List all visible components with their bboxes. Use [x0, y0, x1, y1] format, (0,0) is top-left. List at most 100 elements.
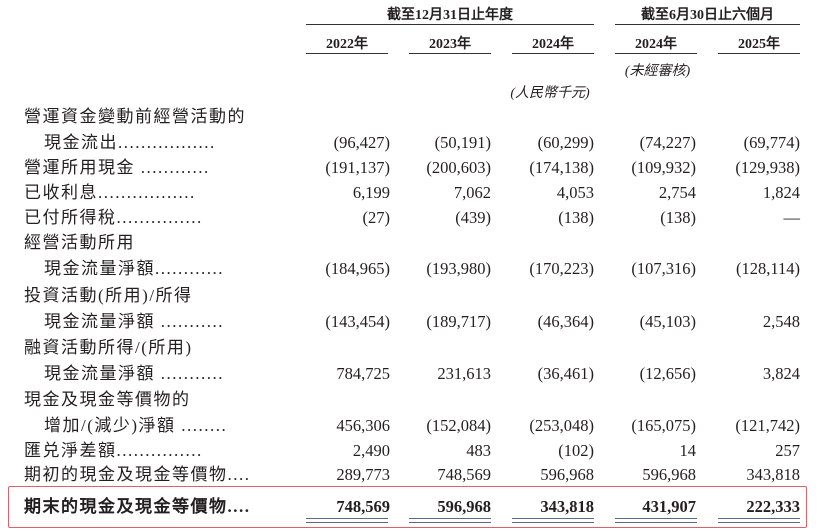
row-label: 現金流量淨額............: [44, 259, 224, 278]
cell-value: 3,824: [762, 364, 800, 383]
column-header-year: 2025年: [738, 37, 780, 52]
cell-value: (191,137): [325, 158, 390, 177]
divider: [512, 53, 594, 54]
cell-value: (12,656): [639, 364, 696, 383]
cell-value: 343,818: [746, 465, 800, 484]
header-fiscal-year-group: 截至12月31日止年度: [387, 8, 513, 23]
table-row: 現金流出................. (96,427) (50,191) (60…: [0, 130, 831, 155]
cell-value: 748,569: [336, 497, 390, 516]
row-label: 經營活動所用: [24, 233, 135, 252]
cell-value: (50,191): [434, 133, 491, 152]
row-label: 融資活動所得/(所用): [24, 338, 193, 357]
cell-value: (184,965): [325, 259, 390, 278]
cell-value: (121,742): [735, 416, 800, 435]
row-label: 投資活動(所用)/所得: [24, 286, 193, 305]
cell-value: 6,199: [352, 183, 390, 202]
row-label: 現金流量淨額 ...........: [44, 312, 224, 331]
cell-value: (27): [362, 208, 391, 227]
column-header-year: 2024年: [532, 37, 574, 52]
table-row: 已付所得稅............... (27) (439) (138) (138) —: [0, 205, 831, 230]
table-row: 現金流量淨額 ........... (143,454) (189,717) (46,…: [0, 309, 831, 334]
cell-value: (102): [558, 441, 594, 460]
cell-value: 257: [775, 441, 800, 460]
cell-value: (152,084): [426, 416, 491, 435]
cell-value: (129,938): [735, 158, 800, 177]
row-label: 增加/(減少)淨額 ........: [44, 416, 228, 435]
row-label: 匯兑淨差額...............: [24, 441, 203, 460]
cell-value: (253,048): [529, 416, 594, 435]
table-row: 現金及現金等價物的: [0, 387, 831, 412]
table-row: 已收利息................. 6,199 7,062 4,053 2,75…: [0, 180, 831, 205]
divider: [718, 53, 800, 54]
row-label: 營運所用現金 ............: [24, 158, 210, 177]
header-six-months-group: 截至6月30日止六個月: [641, 8, 774, 23]
total-row: 期末的現金及現金等價物.... 748,569 596,968 343,818 431,…: [0, 494, 831, 519]
cell-value: (189,717): [426, 312, 491, 331]
row-label: 已收利息.................: [24, 183, 196, 202]
cell-value: (107,316): [631, 259, 696, 278]
cell-value: —: [783, 208, 801, 227]
cell-value: (74,227): [639, 133, 696, 152]
table-row: 匯兑淨差額............... 2,490 483 (102) 14 257: [0, 438, 831, 463]
table-row: 現金流量淨額............ (184,965) (193,980) (170…: [0, 256, 831, 281]
cell-value: 222,333: [746, 497, 800, 516]
cell-value: (143,454): [325, 312, 390, 331]
cell-value: (170,223): [529, 259, 594, 278]
cell-value: (96,427): [333, 133, 390, 152]
row-label: 已付所得稅...............: [24, 208, 203, 227]
divider: [409, 53, 491, 54]
row-label: 營運資金變動前經營活動的: [24, 107, 246, 126]
cell-value: 289,773: [336, 465, 390, 484]
row-label: 期初的現金及現金等價物....: [24, 465, 251, 484]
double-underline: [512, 518, 594, 523]
cell-value: 596,968: [437, 497, 491, 516]
cell-value: (174,138): [529, 158, 594, 177]
cell-value: 343,818: [540, 497, 594, 516]
table-row: 營運所用現金 ............ (191,137) (200,603) (17…: [0, 155, 831, 180]
cell-value: (138): [558, 208, 594, 227]
double-underline: [718, 518, 800, 523]
cell-value: 2,548: [762, 312, 800, 331]
cell-value: (128,114): [735, 259, 800, 278]
cell-value: (60,299): [537, 133, 594, 152]
cell-value: 14: [679, 441, 697, 460]
divider: [306, 24, 594, 25]
row-label: 現金及現金等價物的: [24, 390, 191, 409]
row-label: 現金流量淨額 ...........: [44, 364, 224, 383]
cell-value: (439): [455, 208, 491, 227]
cell-value: 748,569: [437, 465, 491, 484]
cell-value: (46,364): [537, 312, 594, 331]
row-label: 期末的現金及現金等價物....: [24, 497, 251, 516]
cell-value: (36,461): [537, 364, 594, 383]
table-row: 經營活動所用: [0, 230, 831, 255]
table-row: 增加/(減少)淨額 ........ 456,306 (152,084) (253,0…: [0, 413, 831, 438]
cell-value: (69,774): [743, 133, 800, 152]
double-underline: [306, 518, 388, 523]
double-underline: [615, 518, 697, 523]
row-label: 現金流出.................: [44, 133, 216, 152]
cell-value: 4,053: [556, 183, 594, 202]
cell-value: 231,613: [437, 364, 491, 383]
cell-value: (109,932): [631, 158, 696, 177]
table-row: 投資活動(所用)/所得: [0, 283, 831, 308]
cell-value: 2,490: [352, 441, 390, 460]
table-row: 現金流量淨額 ........... 784,725 231,613 (36,461)…: [0, 361, 831, 386]
cell-value: (193,980): [426, 259, 491, 278]
double-underline: [409, 518, 491, 523]
column-header-year: 2024年: [635, 37, 677, 52]
cell-value: (45,103): [639, 312, 696, 331]
unaudited-note: (未經審核): [624, 64, 691, 79]
cell-value: (138): [660, 208, 696, 227]
cell-value: 784,725: [336, 364, 390, 383]
table-row: 期初的現金及現金等價物.... 289,773 748,569 596,968 596,…: [0, 462, 831, 487]
unit-note: (人民幣千元): [510, 86, 590, 101]
divider: [615, 53, 697, 54]
column-header-year: 2022年: [326, 37, 368, 52]
cell-value: 1,824: [762, 183, 800, 202]
cell-value: (200,603): [426, 158, 491, 177]
divider: [615, 24, 800, 25]
divider: [306, 53, 388, 54]
cell-value: 456,306: [336, 416, 390, 435]
table-row: 營運資金變動前經營活動的: [0, 104, 831, 129]
cell-value: 2,754: [658, 183, 696, 202]
